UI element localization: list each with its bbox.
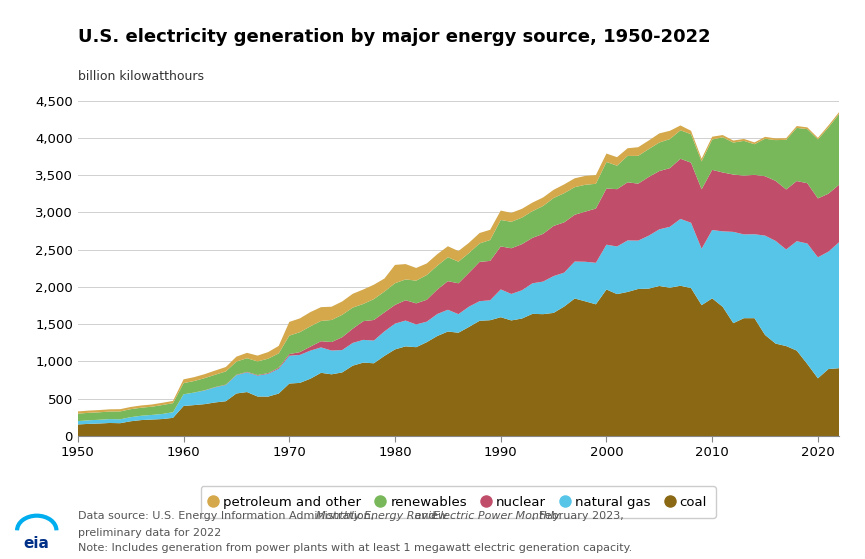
- Text: Note: Includes generation from power plants with at least 1 megawatt electric ge: Note: Includes generation from power pla…: [78, 543, 632, 553]
- Text: Electric Power Monthly: Electric Power Monthly: [433, 511, 561, 522]
- Text: eia: eia: [24, 536, 49, 551]
- Legend: petroleum and other, renewables, nuclear, natural gas, coal: petroleum and other, renewables, nuclear…: [201, 486, 716, 518]
- Text: and: and: [411, 511, 439, 522]
- Text: Data source: U.S. Energy Information Administration,: Data source: U.S. Energy Information Adm…: [78, 511, 378, 522]
- Text: Monthly Energy Review: Monthly Energy Review: [317, 511, 447, 522]
- Text: , February 2023,: , February 2023,: [532, 511, 624, 522]
- Text: billion kilowatthours: billion kilowatthours: [78, 70, 204, 83]
- Text: U.S. electricity generation by major energy source, 1950-2022: U.S. electricity generation by major ene…: [78, 28, 710, 46]
- Text: preliminary data for 2022: preliminary data for 2022: [78, 528, 221, 538]
